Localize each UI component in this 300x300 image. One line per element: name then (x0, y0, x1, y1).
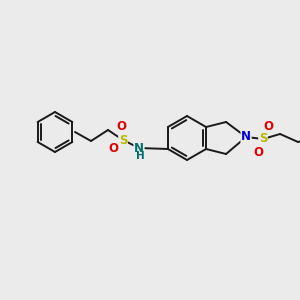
Text: O: O (108, 142, 118, 154)
Text: H: H (136, 151, 144, 161)
Text: O: O (116, 121, 126, 134)
Text: S: S (119, 134, 127, 146)
Text: N: N (241, 130, 251, 143)
Text: O: O (263, 119, 273, 133)
Text: N: N (134, 142, 144, 154)
Text: O: O (253, 146, 263, 158)
Text: S: S (259, 133, 267, 146)
